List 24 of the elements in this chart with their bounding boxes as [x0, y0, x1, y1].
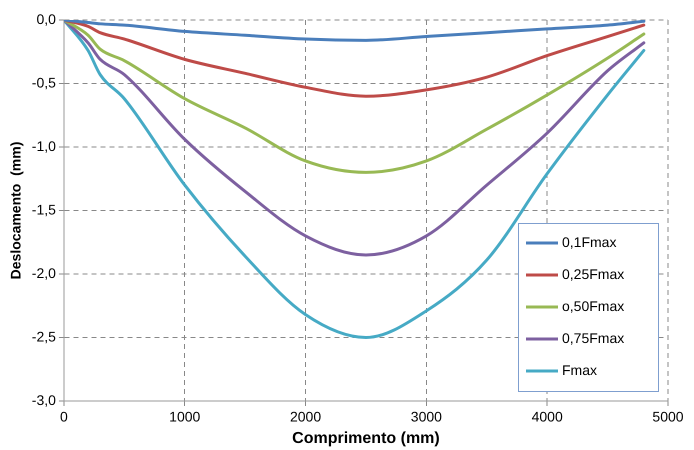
y-tick-label: -2,5 [32, 328, 56, 344]
x-tick-label: 5000 [652, 408, 684, 424]
y-tick-label: 0,0 [36, 10, 56, 27]
x-tick-label: 0 [60, 408, 68, 424]
x-tick-label: 2000 [290, 408, 322, 424]
x-tick-label: 4000 [532, 408, 563, 424]
y-tick-label: -2,0 [32, 264, 56, 281]
line-series [64, 20, 646, 174]
y-tick-label: -0,5 [32, 74, 56, 90]
legend-label: 0,75Fmax [562, 330, 624, 346]
y-tick-label: -1,0 [32, 138, 56, 154]
legend-label: 0,1Fmax [562, 234, 616, 250]
x-tick-label: 3000 [410, 408, 442, 424]
x-tick-label: 1000 [169, 408, 201, 424]
line-series [64, 20, 646, 98]
legend-label: 0,25Fmax [562, 266, 624, 282]
y-tick-label: -3,0 [32, 392, 56, 408]
line-series [64, 20, 646, 42]
legend-label: o,50Fmax [562, 298, 624, 314]
y-tick-label: -1,5 [32, 201, 56, 218]
x-axis-title: Comprimento (mm) [292, 430, 440, 447]
y-axis-title: Deslocamento (mm) [7, 142, 24, 280]
line-series [64, 20, 646, 256]
legend-label: Fmax [562, 362, 597, 378]
